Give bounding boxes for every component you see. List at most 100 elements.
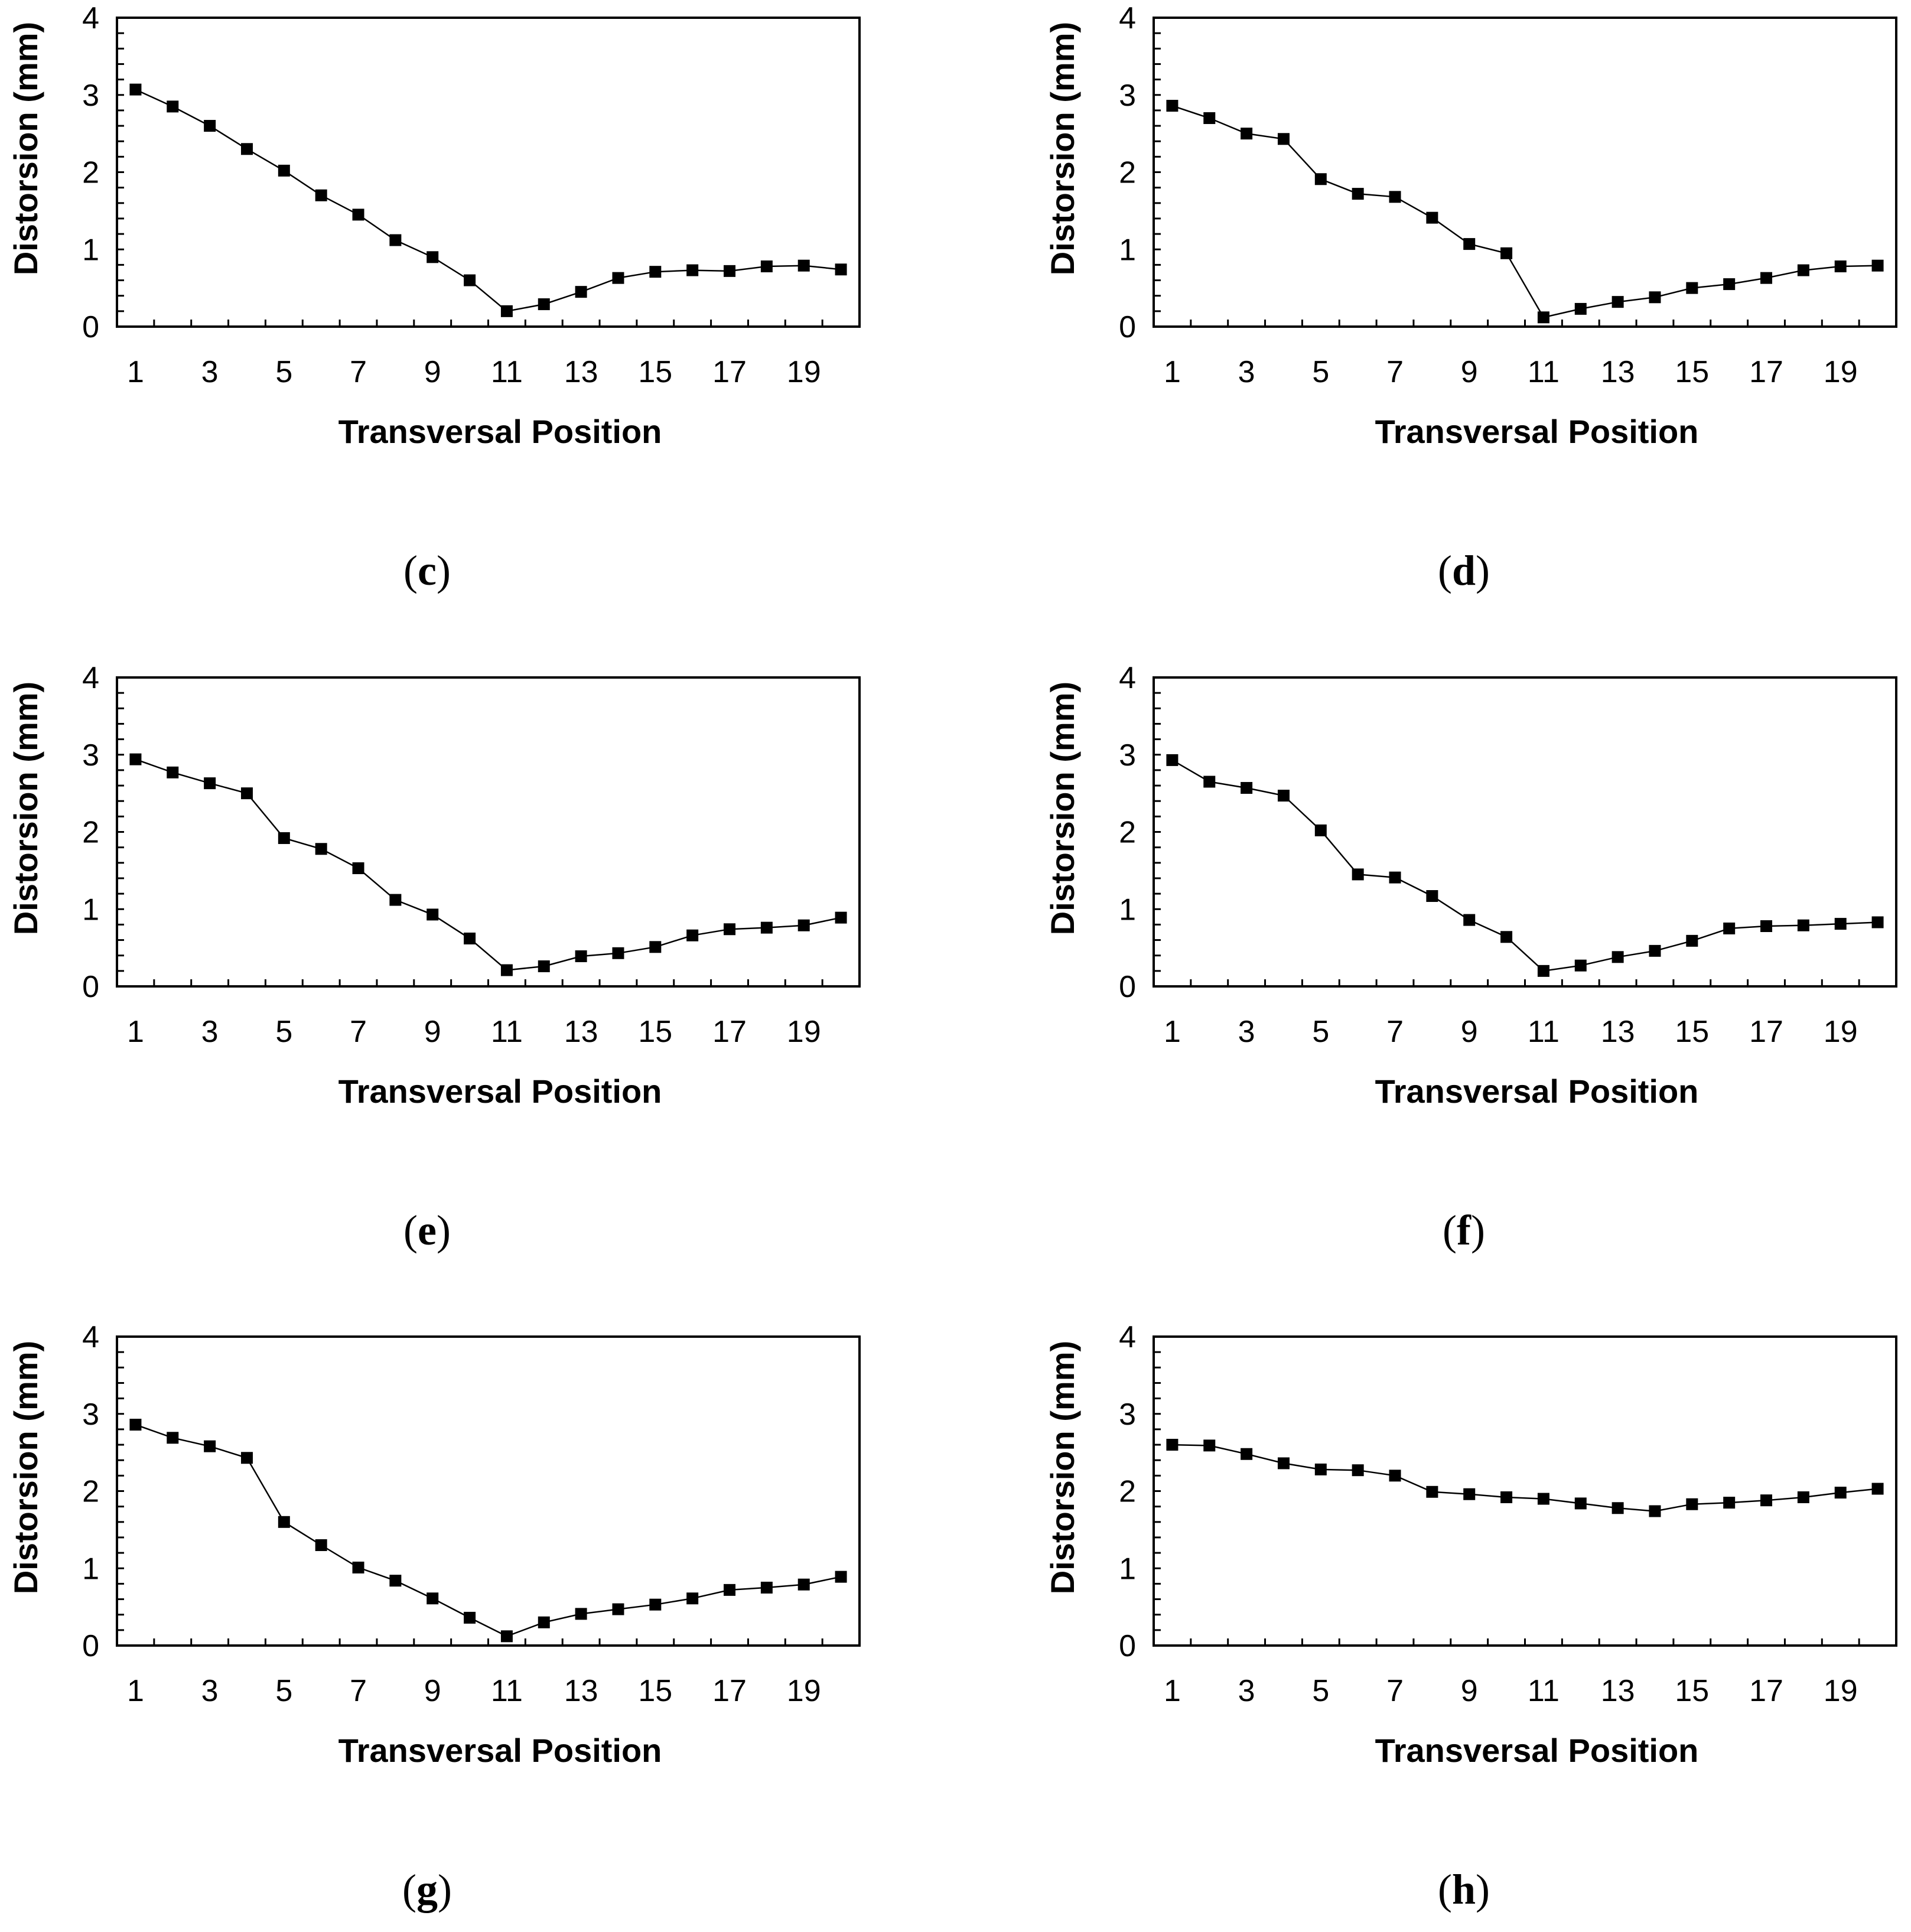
data-point-marker <box>1871 916 1884 928</box>
data-point-marker <box>1314 173 1327 185</box>
x-tick-label: 3 <box>201 1015 219 1049</box>
x-tick-label: 1 <box>1164 1674 1181 1708</box>
caption-open-paren: ( <box>402 1866 416 1913</box>
data-point-marker <box>427 251 439 263</box>
x-axis-title: Transversal Position <box>1375 1073 1699 1110</box>
data-point-marker <box>389 894 402 906</box>
series-line <box>135 758 841 971</box>
data-point-marker <box>1314 824 1327 836</box>
data-point-marker <box>1834 260 1847 273</box>
series-line <box>1172 1444 1878 1512</box>
data-point-marker <box>612 1603 624 1615</box>
panel-caption: (g) <box>402 1866 452 1913</box>
y-tick-label: 4 <box>82 661 99 695</box>
data-point-marker <box>352 208 364 221</box>
data-point-marker <box>500 964 513 976</box>
x-tick-label: 5 <box>1312 1015 1329 1049</box>
x-tick-label: 17 <box>712 355 747 389</box>
data-point-marker <box>278 832 290 844</box>
data-point-marker <box>1500 247 1513 259</box>
x-tick-label: 3 <box>1238 1674 1255 1708</box>
data-point-marker <box>427 1592 439 1605</box>
data-point-marker <box>464 274 476 286</box>
data-point-marker <box>427 908 439 921</box>
x-tick-label: 1 <box>127 1015 144 1049</box>
data-point-marker <box>1797 1491 1809 1503</box>
data-point-marker <box>167 100 179 113</box>
data-point-marker <box>1834 1487 1847 1499</box>
caption-close-paren: ) <box>1476 1866 1490 1913</box>
data-point-marker <box>649 941 662 953</box>
data-point-marker <box>724 1584 736 1596</box>
data-point-marker <box>1612 296 1624 308</box>
y-axis-title: Distorsion (mm) <box>1044 682 1081 935</box>
data-point-marker <box>835 1571 847 1583</box>
x-tick-label: 17 <box>712 1674 747 1708</box>
data-point-marker <box>1389 871 1401 884</box>
data-point-marker <box>240 787 253 800</box>
x-tick-label: 3 <box>1238 355 1255 389</box>
x-tick-label: 9 <box>1461 1015 1478 1049</box>
x-tick-label: 13 <box>1601 1674 1635 1708</box>
data-point-marker <box>1797 264 1809 276</box>
y-tick-label: 2 <box>1119 1475 1136 1509</box>
data-point-marker <box>1277 133 1290 145</box>
y-tick-label: 1 <box>1119 1552 1136 1586</box>
x-tick-label: 7 <box>1386 1674 1404 1708</box>
y-tick-label: 2 <box>1119 816 1136 850</box>
data-point-marker <box>1760 1494 1773 1507</box>
y-tick-label: 3 <box>1119 1397 1136 1432</box>
x-tick-label: 7 <box>1386 1015 1404 1049</box>
data-point-marker <box>1352 1464 1364 1477</box>
x-tick-label: 19 <box>787 355 821 389</box>
x-tick-label: 11 <box>1528 1015 1560 1049</box>
x-tick-label: 13 <box>564 1674 598 1708</box>
x-tick-label: 15 <box>638 1015 672 1049</box>
x-tick-label: 7 <box>350 1674 367 1708</box>
data-point-marker <box>1241 781 1253 794</box>
data-point-marker <box>1686 1498 1698 1510</box>
x-tick-label: 9 <box>1461 355 1478 389</box>
data-point-marker <box>575 1608 587 1620</box>
y-axis-title: Distorsion (mm) <box>7 1341 44 1594</box>
caption-letter: c <box>418 547 437 594</box>
x-axis-title: Transversal Position <box>1375 413 1699 450</box>
series-line <box>135 1423 841 1637</box>
x-axis-title: Transversal Position <box>338 1732 662 1769</box>
data-point-marker <box>240 1452 253 1464</box>
x-tick-label: 7 <box>350 1015 367 1049</box>
data-point-marker <box>315 189 327 201</box>
data-point-marker <box>1166 1439 1178 1451</box>
y-tick-label: 2 <box>82 1475 99 1509</box>
data-point-marker <box>1500 931 1513 943</box>
data-point-marker <box>129 753 142 765</box>
y-tick-label: 2 <box>1119 156 1136 190</box>
y-tick-label: 4 <box>1119 1320 1136 1354</box>
y-tick-label: 0 <box>1119 970 1136 1004</box>
data-point-marker <box>1203 112 1216 124</box>
caption-letter: f <box>1457 1207 1471 1254</box>
data-point-marker <box>538 1616 550 1628</box>
data-point-marker <box>760 1581 773 1594</box>
panel-caption: (f) <box>1443 1207 1485 1254</box>
data-point-marker <box>1352 188 1364 200</box>
data-point-marker <box>204 1440 216 1452</box>
data-point-marker <box>1203 1439 1216 1452</box>
data-point-marker <box>500 1630 513 1643</box>
caption-letter: d <box>1452 547 1476 594</box>
x-tick-label: 5 <box>275 1674 292 1708</box>
data-point-marker <box>1463 1488 1476 1500</box>
data-point-marker <box>315 1539 327 1552</box>
data-point-marker <box>1834 918 1847 930</box>
caption-open-paren: ( <box>403 547 418 594</box>
panel-caption: (c) <box>403 547 451 594</box>
data-point-marker <box>1649 1505 1661 1517</box>
x-tick-label: 9 <box>424 355 441 389</box>
series-line <box>135 89 841 312</box>
data-point-marker <box>464 932 476 944</box>
x-tick-label: 5 <box>1312 1674 1329 1708</box>
